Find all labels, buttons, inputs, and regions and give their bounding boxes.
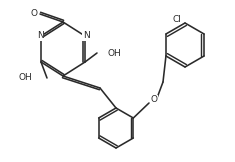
Text: OH: OH <box>107 48 121 58</box>
Text: N: N <box>83 31 89 40</box>
Text: OH: OH <box>18 74 32 82</box>
Text: N: N <box>37 31 43 40</box>
Text: Cl: Cl <box>172 15 181 23</box>
Text: O: O <box>150 96 157 104</box>
Text: O: O <box>31 10 38 18</box>
